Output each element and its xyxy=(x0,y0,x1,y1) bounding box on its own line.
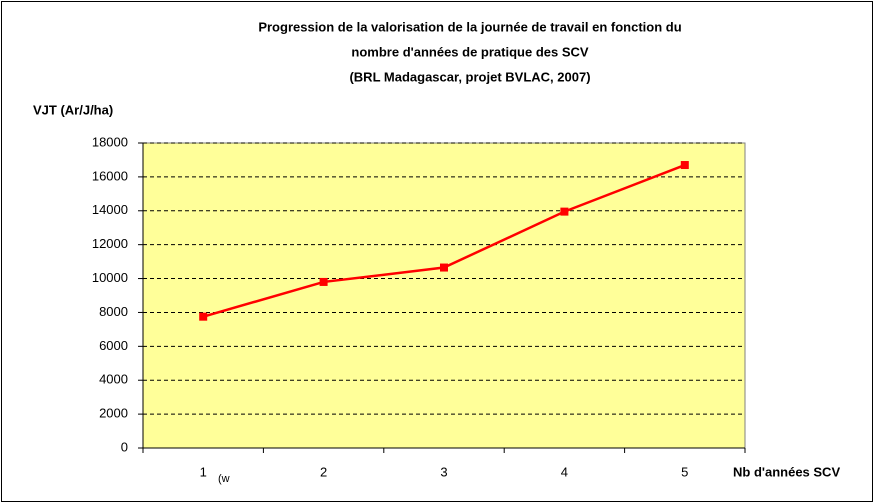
y-axis-label: VJT (Ar/J/ha) xyxy=(33,102,113,117)
x-tick-label: 1 xyxy=(200,464,207,479)
y-tick-label: 4000 xyxy=(99,372,128,387)
y-tick-label: 18000 xyxy=(92,134,128,149)
y-tick-label: 6000 xyxy=(99,338,128,353)
marker xyxy=(440,263,448,272)
x-tick-label: 2 xyxy=(320,464,327,479)
marker xyxy=(319,277,328,286)
y-tick-label: 14000 xyxy=(92,202,128,217)
x-tick-label: 5 xyxy=(681,464,688,479)
y-tick-label: 16000 xyxy=(92,168,128,183)
plot-area xyxy=(142,142,746,449)
y-tick-label: 2000 xyxy=(99,406,128,421)
x-tick-label: 3 xyxy=(440,464,447,479)
y-tick-label: 12000 xyxy=(92,236,128,251)
chart-title: Progression de la valorisation de la jou… xyxy=(258,19,681,34)
y-tick-label: 8000 xyxy=(99,304,128,319)
marker xyxy=(560,207,569,216)
marker xyxy=(199,312,208,321)
y-tick-label: 0 xyxy=(121,439,128,454)
marker xyxy=(680,161,689,170)
y-tick-label: 10000 xyxy=(92,270,128,285)
x-axis-label: Nb d'années SCV xyxy=(733,464,840,479)
x-tick-label: 4 xyxy=(561,464,568,479)
chart-title: nombre d'années de pratique des SCV xyxy=(351,44,588,59)
chart-title: (BRL Madagascar, projet BVLAC, 2007) xyxy=(349,69,590,84)
annotation: (w xyxy=(218,473,230,485)
